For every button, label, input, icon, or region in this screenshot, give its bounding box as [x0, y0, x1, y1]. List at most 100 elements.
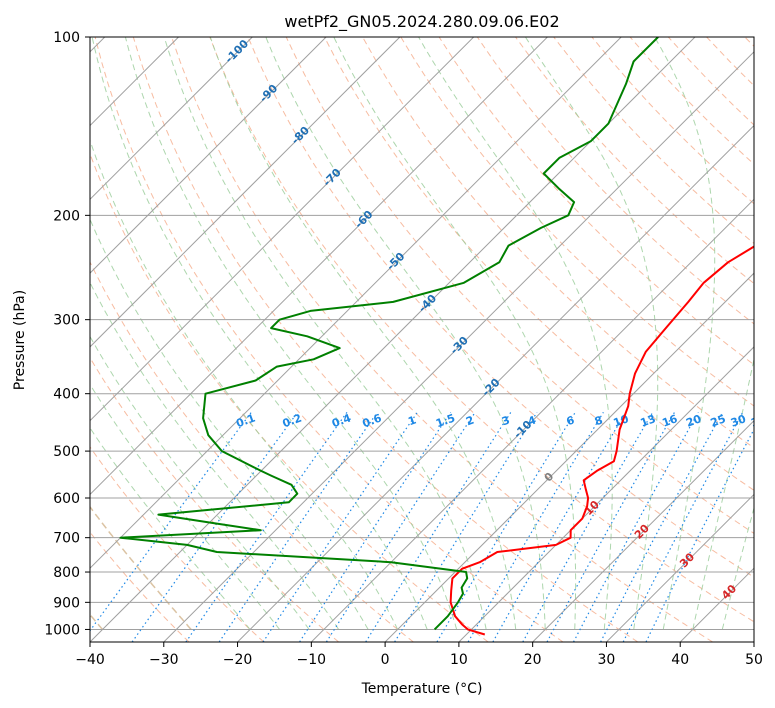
isotherm — [90, 37, 253, 201]
mixing-ratio-lines — [90, 411, 754, 642]
mixing-ratio-label: 8 — [593, 414, 605, 429]
x-axis-ticks: −40 −30 −20 −10 0 10 20 30 40 50 — [75, 642, 763, 668]
mixing-ratio-label: 36 — [749, 412, 768, 430]
mixing-ratio-label: 2 — [464, 414, 476, 429]
moist-adiabat — [524, 37, 659, 630]
mixing-ratio-label: 0.4 — [330, 411, 353, 430]
mixing-ratio-line — [325, 411, 476, 642]
y-tick-label: 800 — [53, 565, 80, 581]
x-tick-label: −20 — [223, 652, 253, 668]
moist-adiabat — [90, 138, 399, 630]
moist-adiabat — [333, 37, 577, 630]
y-tick-label: 500 — [53, 444, 80, 460]
isotherm — [163, 51, 754, 642]
dry-adiabat — [515, 37, 754, 285]
mixing-ratio-line — [262, 411, 418, 642]
mixing-ratio-label: 1 — [406, 414, 418, 429]
dry-adiabat — [476, 37, 754, 325]
y-tick-label: 700 — [53, 531, 80, 547]
mixing-ratio-label: 20 — [684, 412, 703, 430]
chart-title: wetPf2_GN05.2024.280.09.06.E02 — [284, 12, 559, 32]
isotherm — [310, 198, 754, 642]
y-axis-label: Pressure (hPa) — [12, 290, 28, 390]
isotherm — [90, 37, 401, 348]
mixing-ratio-line — [467, 411, 604, 642]
mixing-ratio-line — [218, 411, 378, 642]
mixing-ratio-line — [131, 411, 299, 642]
y-tick-label: 400 — [53, 387, 80, 403]
isotherm — [90, 37, 548, 496]
isotherm — [606, 493, 754, 642]
moist-adiabat — [91, 37, 428, 630]
dewpoint-line — [119, 37, 659, 631]
plot-area: -100-90-80-70-60-50-40-30-20-100 1020304… — [90, 37, 768, 642]
mixing-ratio-label: 13 — [639, 412, 658, 429]
profile-series — [119, 37, 754, 636]
moist-adiabat — [90, 335, 310, 630]
isotherm — [90, 37, 327, 274]
moist-adiabat — [163, 37, 487, 630]
dry-adiabat — [132, 37, 639, 642]
moist-adiabat — [124, 37, 458, 630]
x-tick-label: −10 — [297, 652, 327, 668]
x-tick-label: 50 — [745, 652, 763, 668]
moist-adiabat — [209, 37, 517, 630]
mixing-ratio-line — [546, 411, 676, 642]
moist-adiabat — [265, 37, 546, 630]
x-tick-label: 30 — [598, 652, 616, 668]
dry-adiabat — [171, 37, 713, 642]
y-tick-label: 300 — [53, 313, 80, 329]
x-tick-label: 40 — [671, 652, 689, 668]
mixing-ratio-label: 30 — [729, 412, 748, 430]
x-tick-label: 0 — [381, 652, 390, 668]
mixing-ratio-label: 1.5 — [434, 411, 457, 430]
x-tick-label: 10 — [450, 652, 468, 668]
isotherm — [237, 124, 754, 642]
mixing-ratio-label: 25 — [709, 412, 728, 429]
mixing-ratio-line — [185, 411, 348, 642]
moist-adiabat — [721, 506, 754, 630]
mixing-ratio-line — [299, 411, 452, 642]
y-tick-label: 600 — [53, 491, 80, 507]
mixing-ratio-label: 16 — [660, 412, 679, 430]
dry-adiabat — [285, 37, 754, 535]
x-tick-label: −40 — [75, 652, 105, 668]
mixing-ratio-line — [90, 411, 252, 632]
moist-adiabat — [90, 281, 340, 630]
dry-adiabat — [438, 37, 754, 366]
moist-adiabat — [90, 383, 280, 630]
dry-adiabat — [323, 37, 754, 491]
mixing-ratio-label: 0.6 — [361, 411, 384, 430]
y-tick-label: 200 — [53, 208, 80, 224]
mixing-ratio-label: 10 — [612, 412, 631, 430]
moist-adiabat — [418, 37, 613, 630]
dry-adiabat — [209, 37, 754, 623]
isotherm — [532, 419, 754, 642]
mixing-ratio-label: 4 — [526, 413, 538, 428]
reference-curves — [90, 505, 192, 630]
pressure-gridlines — [90, 37, 754, 630]
moist-adiabat — [90, 427, 251, 630]
mixing-ratio-label: 0.1 — [234, 411, 257, 430]
mixing-ratio-line — [645, 428, 754, 642]
mixing-ratio-label: 0.2 — [281, 411, 304, 430]
dry-adiabat — [247, 37, 754, 578]
moist-adiabat — [90, 218, 369, 630]
dry-adiabat — [94, 37, 564, 642]
plot-frame — [89, 36, 755, 643]
mixing-ratio-label: 6 — [565, 413, 577, 428]
isotherms — [90, 37, 754, 642]
isotherm — [90, 37, 475, 422]
mixing-ratio-label: 3 — [500, 414, 512, 429]
x-axis-label: Temperature (°C) — [361, 681, 483, 697]
x-tick-label: −30 — [149, 652, 179, 668]
x-tick-label: 20 — [524, 652, 542, 668]
y-tick-label: 1000 — [44, 622, 80, 638]
isotherm — [384, 272, 754, 642]
reference-curve — [90, 505, 192, 630]
y-tick-label: 900 — [53, 595, 80, 611]
dry-adiabat — [90, 260, 414, 642]
